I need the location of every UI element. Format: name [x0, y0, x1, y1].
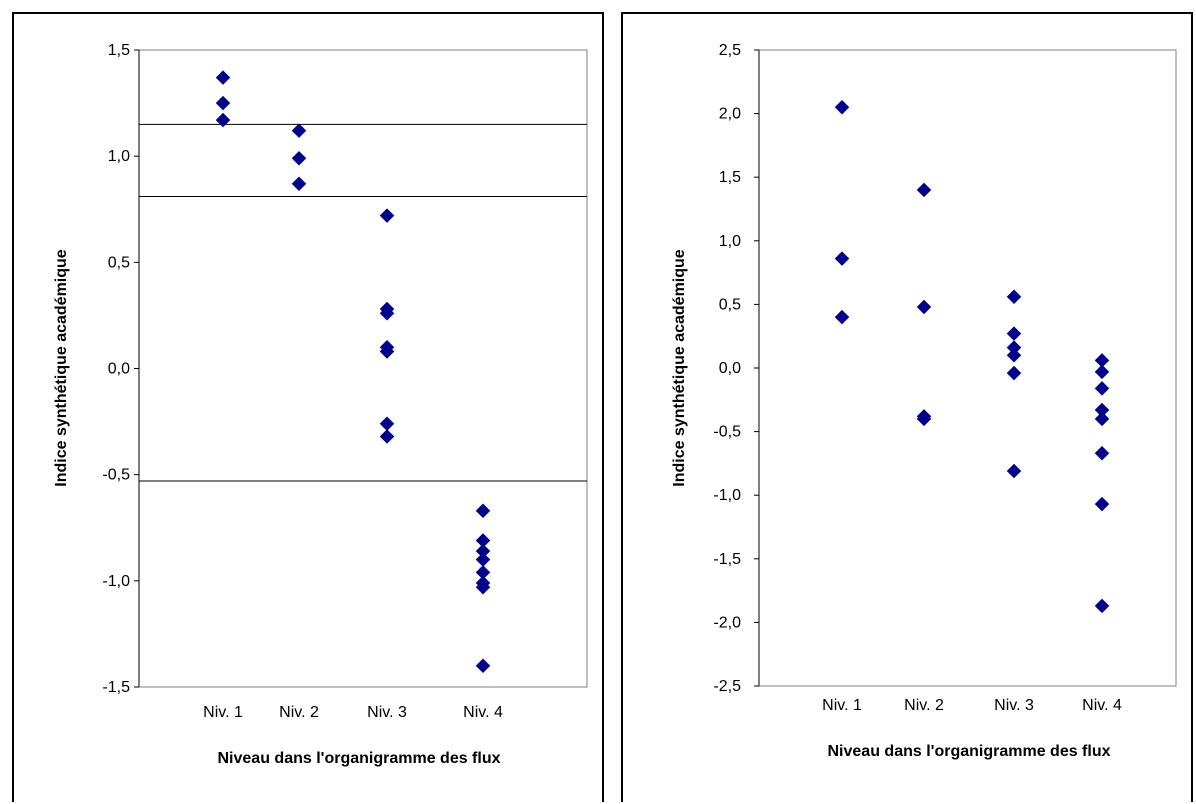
y-tick-label: 2,0 [719, 106, 741, 123]
x-tick-label: Niv. 3 [367, 704, 407, 721]
y-tick-label: 0,0 [108, 361, 130, 378]
data-point-diamond [1094, 598, 1110, 614]
data-point-diamond [1094, 364, 1110, 380]
y-tick-label: -0,5 [102, 467, 130, 484]
y-tick-label: -1,0 [713, 487, 741, 504]
data-point-diamond [379, 416, 395, 432]
data-point-diamond [1006, 347, 1022, 363]
x-axis-title: Niveau dans l'organigramme des flux [828, 743, 1111, 760]
data-point-diamond [475, 579, 491, 595]
data-point-diamond [1094, 411, 1110, 427]
scatter-chart-left: 1,5 1,0 0,5 0,0 -0,5 -1,0 -1,5 Niv. 1 Niv. 2 Niv.… [53, 42, 588, 767]
y-tick-label: -2,5 [713, 678, 741, 695]
data-point-diamond [379, 305, 395, 321]
x-tick-label: Niv. 1 [203, 704, 243, 721]
x-tick-label: Niv. 3 [994, 697, 1034, 714]
data-point-diamond [475, 503, 491, 519]
y-tick-label: -1,5 [102, 679, 130, 696]
data-point-diamond [1094, 445, 1110, 461]
plot-area [138, 49, 588, 688]
y-tick-label: 2,5 [719, 42, 741, 59]
data-point-diamond [215, 95, 231, 111]
data-point-diamond [379, 344, 395, 359]
data-point-diamond [379, 208, 395, 223]
data-point-diamond [1094, 380, 1110, 396]
data-point-diamond [291, 176, 307, 192]
y-tick-label: -1,5 [713, 551, 741, 568]
x-tick-label: Niv. 4 [463, 704, 503, 721]
y-tick-label: 0,5 [108, 254, 130, 271]
data-point-diamond [379, 429, 395, 444]
data-point-diamond [916, 182, 932, 198]
data-point-diamond [475, 552, 491, 567]
y-tick-label: -2,0 [713, 614, 741, 631]
x-axis-title: Niveau dans l'organigramme des flux [218, 750, 501, 767]
data-point-diamond [916, 411, 932, 427]
y-tick-label: 1,0 [719, 233, 741, 250]
scatter-chart-right: 2,5 2,0 1,5 1,0 0,5 0,0 -0,5 -1,0 -1,5 -2,0 -2,5 Ni… [671, 42, 1177, 760]
chart-panel-left: 1,5 1,0 0,5 0,0 -0,5 -1,0 -1,5 Niv. 1 Niv. 2 Niv.… [12, 12, 604, 802]
data-point-diamond [475, 658, 491, 674]
y-axis-title: Indice synthétique académique [53, 249, 70, 487]
y-axis-title: Indice synthétique académique [671, 249, 688, 487]
y-tick-label: 0,0 [719, 360, 741, 377]
y-tick-label: 0,5 [719, 296, 741, 313]
plot-area [758, 49, 1177, 687]
y-tick-label: -0,5 [713, 424, 741, 441]
data-point-diamond [215, 70, 231, 85]
data-point-diamond [215, 112, 231, 128]
x-tick-label: Niv. 2 [904, 697, 944, 714]
data-point-diamond [1094, 496, 1110, 512]
data-point-diamond [1006, 326, 1022, 342]
data-point-diamond [834, 251, 850, 266]
data-point-diamond [834, 99, 850, 115]
data-point-diamond [291, 123, 307, 139]
data-point-diamond [291, 150, 307, 166]
y-tick-label: 1,0 [108, 148, 130, 165]
data-point-diamond [1006, 365, 1022, 381]
x-tick-label: Niv. 2 [279, 704, 319, 721]
chart-panel-right: 2,5 2,0 1,5 1,0 0,5 0,0 -0,5 -1,0 -1,5 -2,0 -2,5 Ni… [621, 12, 1193, 802]
data-point-diamond [834, 309, 850, 325]
y-tick-label: 1,5 [108, 42, 130, 59]
data-point-diamond [1006, 463, 1022, 479]
x-tick-label: Niv. 4 [1082, 697, 1122, 714]
x-tick-label: Niv. 1 [822, 697, 862, 714]
y-tick-label: 1,5 [719, 169, 741, 186]
data-point-diamond [1006, 289, 1022, 305]
data-point-diamond [916, 299, 932, 315]
y-tick-label: -1,0 [102, 573, 130, 590]
